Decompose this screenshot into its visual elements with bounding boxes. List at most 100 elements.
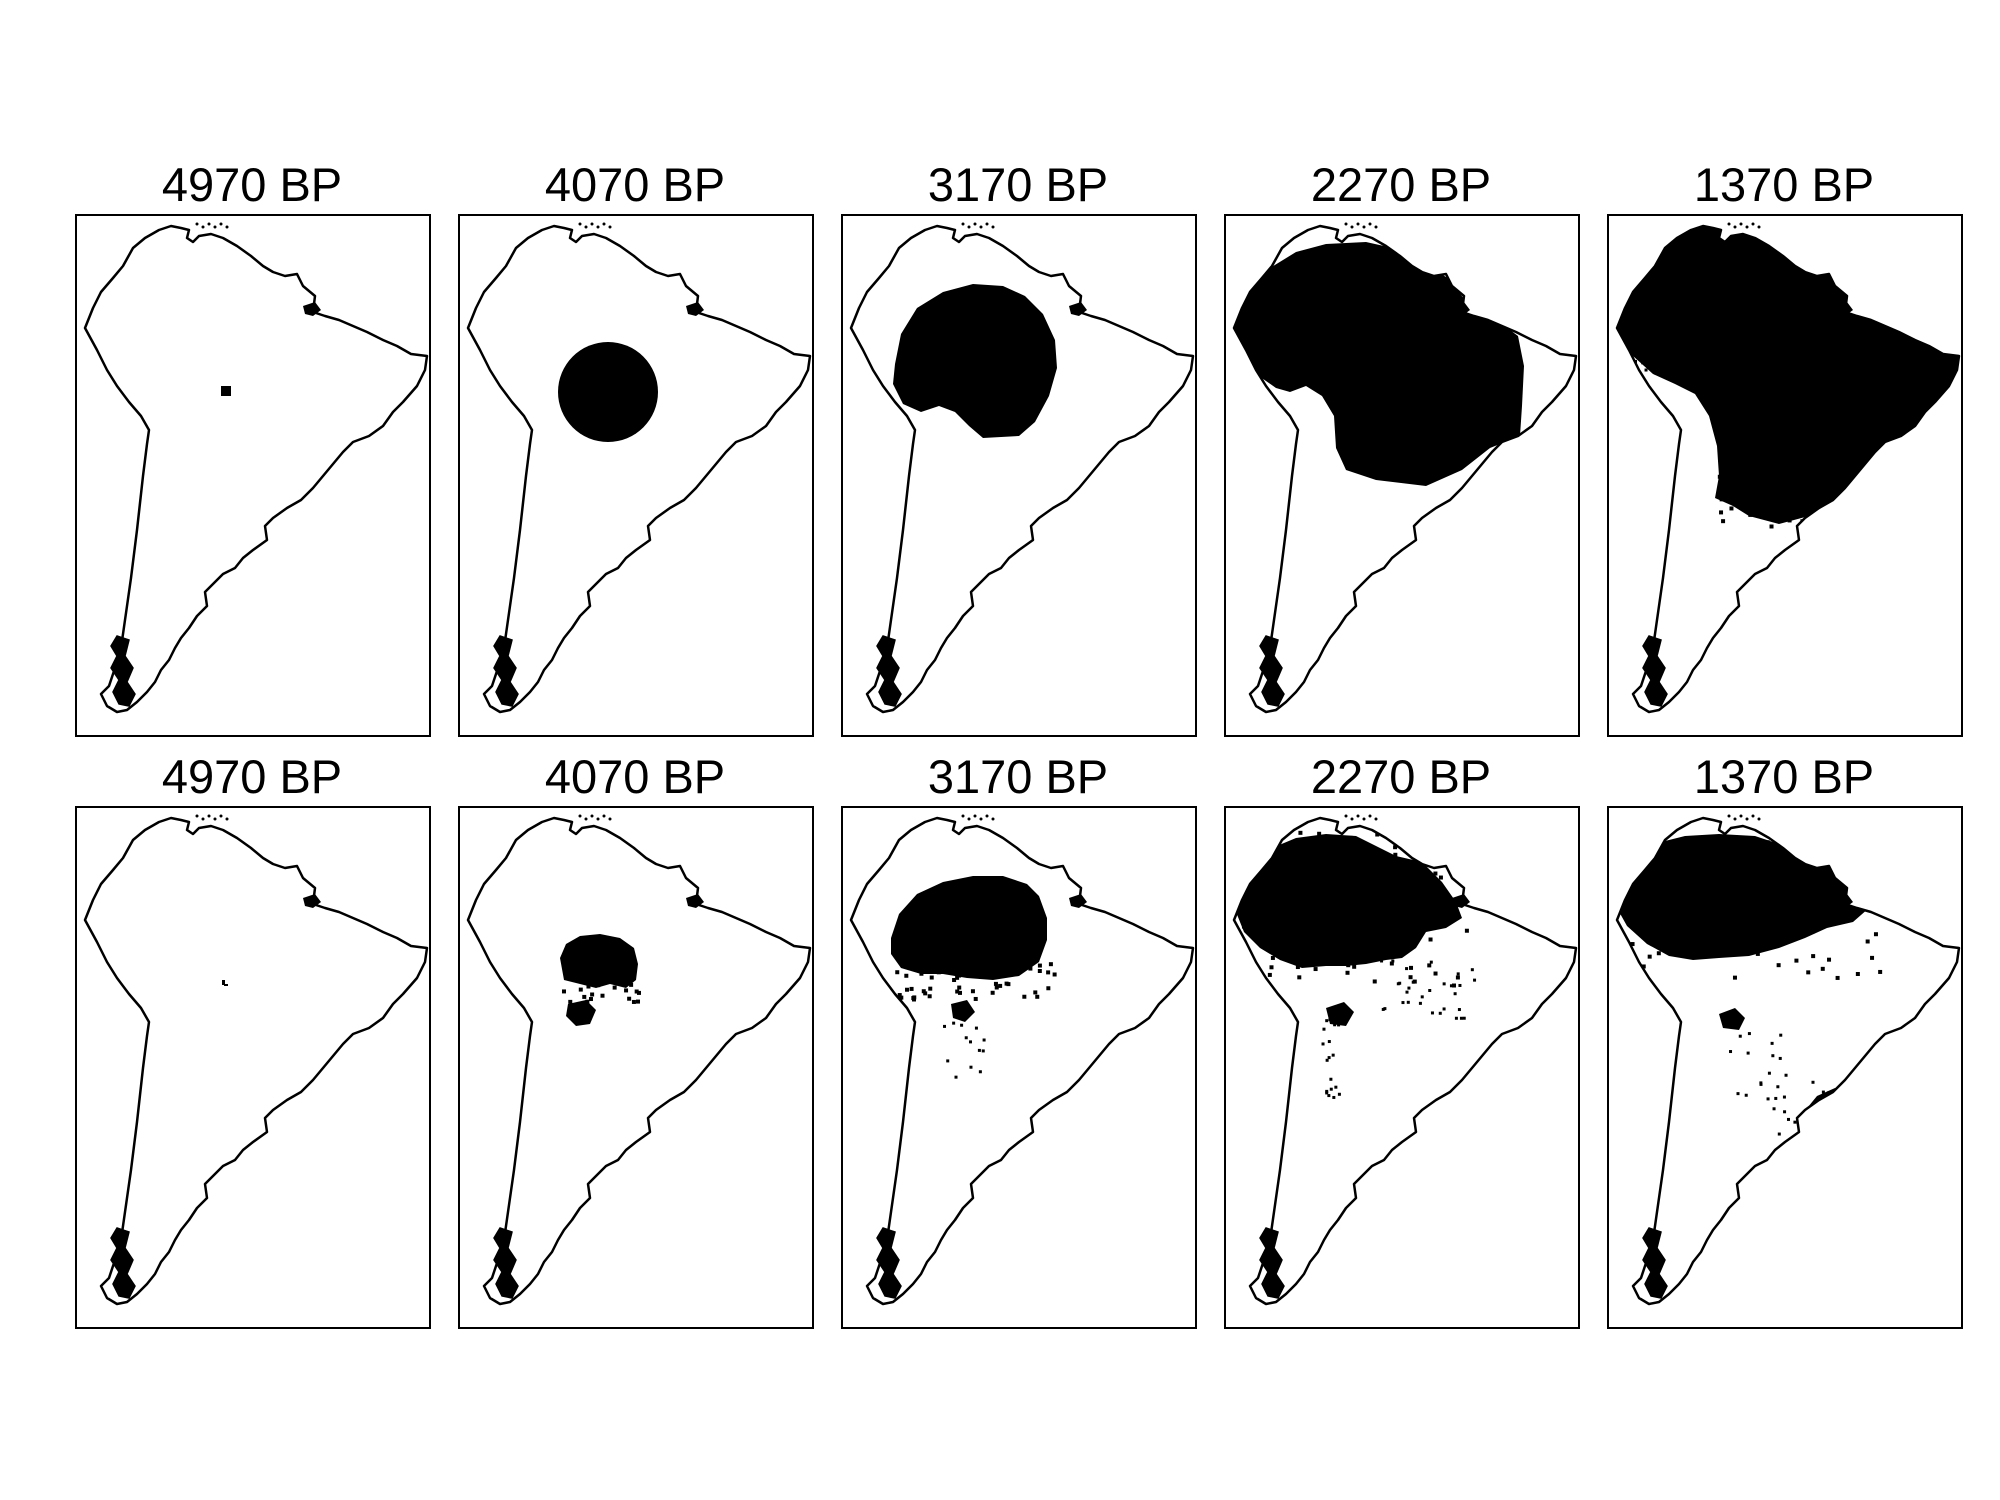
caribbean-island bbox=[608, 225, 612, 229]
occupied-cell bbox=[1405, 938, 1410, 943]
occupied-cell bbox=[1741, 892, 1746, 897]
caribbean-island bbox=[967, 225, 971, 229]
caribbean-island bbox=[201, 817, 205, 821]
occupied-cell bbox=[1674, 241, 1678, 245]
occupied-cell bbox=[1735, 909, 1740, 914]
occupied-cell bbox=[957, 973, 962, 978]
occupied-cell bbox=[1742, 489, 1747, 494]
caribbean-island bbox=[578, 222, 582, 226]
occupied-cell bbox=[1383, 1007, 1387, 1011]
occupied-cell bbox=[1243, 356, 1247, 360]
occupied-cell bbox=[1652, 900, 1657, 905]
occupied-cell bbox=[1298, 830, 1303, 835]
occupied-cell bbox=[929, 975, 934, 980]
occupied-cell bbox=[1306, 877, 1311, 882]
occupied-cell bbox=[1337, 1092, 1341, 1096]
occupied-cell bbox=[927, 994, 932, 999]
occupied-cell bbox=[1719, 471, 1724, 476]
occupied-cell bbox=[1755, 851, 1760, 856]
occupied-cell bbox=[952, 1021, 956, 1025]
occupied-cell bbox=[978, 1070, 982, 1074]
occupied-cell bbox=[1770, 1041, 1774, 1045]
caribbean-island bbox=[1745, 817, 1749, 821]
occupied-cell bbox=[1671, 846, 1676, 851]
caribbean-island bbox=[1727, 222, 1731, 226]
occupied-cell bbox=[1721, 918, 1726, 923]
river-mouth-island bbox=[1069, 302, 1087, 316]
southern-islands bbox=[876, 1227, 902, 1299]
occupied-cell bbox=[1243, 844, 1248, 849]
river-mouth-island bbox=[1835, 894, 1853, 908]
caribbean-island bbox=[1757, 817, 1761, 821]
occupied-cell bbox=[1393, 867, 1398, 872]
occupied-cell bbox=[1704, 878, 1709, 883]
caribbean-island bbox=[1362, 225, 1366, 229]
south-america-map bbox=[1232, 814, 1578, 1306]
occupied-cell bbox=[1283, 878, 1288, 883]
occupied-cell bbox=[1243, 901, 1248, 906]
occupied-cell bbox=[1037, 963, 1042, 968]
occupied-cell bbox=[1355, 895, 1360, 900]
occupied-cell bbox=[1428, 988, 1432, 992]
occupied-cell bbox=[1449, 984, 1453, 988]
occupied-cell bbox=[1346, 963, 1351, 968]
occupied-cell bbox=[906, 964, 911, 969]
occupied-cell bbox=[1263, 359, 1267, 363]
river-mouth-island bbox=[686, 302, 704, 316]
occupied-cell bbox=[961, 972, 966, 977]
occupied-region bbox=[891, 876, 1047, 980]
occupied-cell bbox=[1779, 1033, 1783, 1037]
occupied-cell bbox=[1611, 905, 1615, 909]
occupied-cell bbox=[1855, 1149, 1859, 1153]
occupied-region bbox=[1719, 1008, 1745, 1030]
occupied-cell bbox=[964, 1036, 968, 1040]
occupied-cell bbox=[895, 970, 900, 975]
occupied-cell bbox=[1645, 918, 1650, 923]
occupied-cell bbox=[1330, 887, 1335, 892]
occupied-cell bbox=[1761, 861, 1766, 866]
occupied-cell bbox=[1243, 315, 1247, 319]
occupied-cell bbox=[1630, 368, 1634, 372]
occupied-cell bbox=[1317, 831, 1322, 836]
occupied-cell bbox=[1235, 362, 1239, 366]
occupied-cell bbox=[1630, 383, 1634, 387]
southern-islands bbox=[1642, 635, 1668, 707]
occupied-cell bbox=[1339, 956, 1344, 961]
occupied-cell bbox=[949, 960, 954, 965]
occupied-cell bbox=[1229, 367, 1232, 370]
coastline-outline bbox=[83, 224, 429, 714]
occupied-cell bbox=[1801, 1121, 1805, 1125]
occupied-cell bbox=[1827, 1091, 1831, 1095]
occupied-cell bbox=[1787, 1143, 1791, 1147]
occupied-cell bbox=[1035, 994, 1040, 999]
occupied-cell bbox=[1650, 874, 1655, 879]
occupied-cell bbox=[1736, 1092, 1740, 1096]
occupied-cell bbox=[1656, 343, 1660, 347]
occupied-cell bbox=[1727, 937, 1732, 942]
caribbean-island bbox=[1739, 222, 1743, 226]
occupied-cell bbox=[1649, 241, 1653, 245]
occupied-cell bbox=[596, 983, 601, 988]
occupied-cell bbox=[1361, 888, 1366, 893]
caribbean-island bbox=[979, 225, 983, 229]
occupied-cell bbox=[1004, 981, 1009, 986]
occupied-cell bbox=[1433, 871, 1438, 876]
occupied-cell bbox=[1019, 961, 1024, 966]
occupied-cell bbox=[1750, 860, 1755, 865]
occupied-cell bbox=[909, 986, 914, 991]
occupied-cell bbox=[1668, 327, 1672, 331]
occupied-cell bbox=[1759, 503, 1764, 508]
occupied-area bbox=[560, 934, 641, 1026]
map-panel bbox=[1224, 806, 1580, 1329]
occupied-cell bbox=[1033, 990, 1038, 995]
caribbean-island bbox=[1356, 222, 1360, 226]
occupied-cell bbox=[1870, 955, 1875, 960]
occupied-cell bbox=[1719, 510, 1724, 515]
occupied-cell bbox=[1855, 1104, 1859, 1108]
occupied-cell bbox=[1801, 928, 1806, 933]
occupied-cell bbox=[1438, 875, 1443, 880]
occupied-cell bbox=[1244, 985, 1249, 990]
occupied-cell bbox=[1255, 332, 1259, 336]
occupied-cell bbox=[1778, 469, 1783, 474]
map-panel bbox=[1607, 214, 1963, 737]
